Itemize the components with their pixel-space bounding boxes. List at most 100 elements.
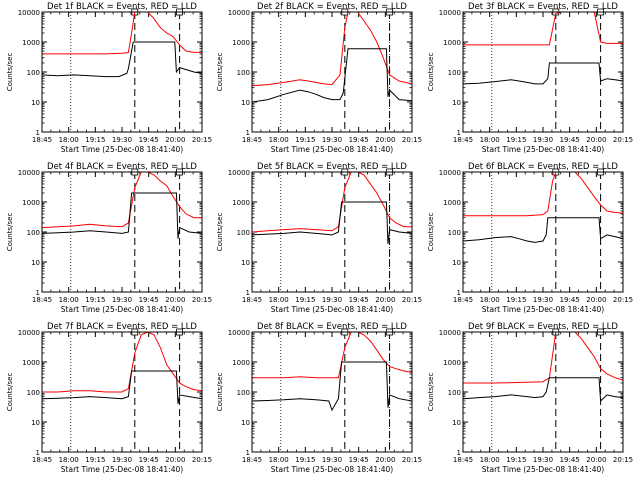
panel-title: Det 1f BLACK = Events, RED = LLD [47,2,197,12]
y-tick-label: 100 [27,69,40,77]
x-tick-label: 19:15 [85,136,105,144]
x-tick-label: 19:45 [139,296,159,304]
panel-title: Det 4f BLACK = Events, RED = LLD [47,162,197,172]
y-tick-label: 10000 [439,9,461,17]
x-tick-label: 19:30 [533,296,553,304]
y-tick-label: 1 [457,129,461,137]
y-tick-label: 1 [457,449,461,457]
x-tick-label: 18:45 [453,456,473,464]
y-tick-label: 1000 [22,359,40,367]
y-tick-label: 10 [241,419,250,427]
x-axis-label: Start Time (25-Dec-08 18:41:40) [61,145,183,154]
x-tick-label: 19:15 [506,456,526,464]
panel-title: Det 2f BLACK = Events, RED = LLD [257,2,407,12]
panel-det-1: Det 1f BLACK = Events, RED = LLD Counts/s… [6,2,212,154]
panel-det-7: Det 7f BLACK = Events, RED = LLD Counts/s… [6,322,212,474]
plot-frame [462,331,624,453]
x-tick-label: 18:00 [269,296,289,304]
y-tick-label: 10000 [18,169,40,177]
x-tick-label: 19:15 [295,456,315,464]
x-tick-label: 18:45 [242,136,262,144]
x-axis-label: Start Time (25-Dec-08 18:41:40) [482,145,604,154]
series-line-lld [42,332,202,393]
x-tick-label: 19:45 [349,296,369,304]
series-line-lld [463,172,623,217]
series-line-lld [252,12,412,87]
x-tick-label: 18:00 [269,136,289,144]
y-tick-label: 1000 [443,199,461,207]
series-line-events [252,201,412,244]
plot-frame [462,11,624,133]
x-tick-label: 19:30 [322,136,342,144]
x-tick-label: 20:15 [192,136,212,144]
y-tick-label: 1 [246,129,250,137]
x-axis-label: Start Time (25-Dec-08 18:41:40) [482,465,604,474]
panel-det-3: Det 3f BLACK = Events, RED = LLD Counts/s… [427,2,633,154]
y-tick-label: 10000 [439,329,461,337]
panel-title: Det 3f BLACK = Events, RED = LLD [468,2,618,12]
x-tick-label: 18:00 [480,456,500,464]
y-axis-label: Counts/sec [6,213,14,252]
x-tick-label: 19:45 [560,296,580,304]
y-tick-label: 1000 [443,359,461,367]
x-tick-label: 18:45 [32,136,52,144]
x-axis-label: Start Time (25-Dec-08 18:41:40) [61,465,183,474]
plot-frame [251,11,413,133]
x-tick-label: 19:45 [560,456,580,464]
y-axis-label: Counts/sec [427,53,435,92]
y-tick-label: 10 [31,99,40,107]
x-tick-label: 20:00 [375,456,395,464]
y-axis-label: Counts/sec [216,53,224,92]
y-axis-label: Counts/sec [6,373,14,412]
series-line-lld [463,12,623,46]
y-tick-label: 100 [237,389,250,397]
panel-title: Det 8f BLACK = Events, RED = LLD [257,322,407,332]
panel-det-2: Det 2f BLACK = Events, RED = LLD Counts/s… [216,2,422,154]
y-tick-label: 1000 [22,199,40,207]
y-tick-label: 1000 [232,199,250,207]
series-line-events [42,370,202,404]
y-tick-label: 10 [452,259,461,267]
series-line-lld [42,172,202,229]
x-tick-label: 18:00 [480,136,500,144]
x-tick-label: 18:45 [32,456,52,464]
x-axis-label: Start Time (25-Dec-08 18:41:40) [61,305,183,314]
x-tick-label: 19:45 [139,136,159,144]
x-tick-label: 18:00 [480,296,500,304]
x-tick-label: 19:30 [112,456,132,464]
x-tick-label: 20:15 [192,456,212,464]
y-tick-label: 1 [246,289,250,297]
y-axis-label: Counts/sec [427,373,435,412]
y-tick-label: 1000 [22,39,40,47]
plot-frame [41,11,203,133]
y-tick-label: 100 [448,229,461,237]
x-tick-label: 20:00 [375,136,395,144]
x-tick-label: 20:00 [165,136,185,144]
y-tick-label: 10000 [228,329,250,337]
plot-frame [41,331,203,453]
series-line-events [252,48,412,103]
y-tick-label: 10000 [18,9,40,17]
series-line-events [42,192,202,239]
x-tick-label: 19:30 [112,136,132,144]
y-tick-label: 10 [31,419,40,427]
y-tick-label: 1000 [232,359,250,367]
y-tick-label: 1 [36,129,40,137]
x-tick-label: 18:45 [453,136,473,144]
x-tick-label: 19:45 [349,136,369,144]
x-tick-label: 20:15 [402,296,422,304]
x-tick-label: 18:45 [242,296,262,304]
plot-frame [251,171,413,293]
panel-title: Det 9f BLACK = Events, RED = LLD [468,322,618,332]
x-tick-label: 19:15 [85,456,105,464]
series-line-lld [463,332,623,384]
x-tick-label: 18:00 [59,136,79,144]
panel-det-8: Det 8f BLACK = Events, RED = LLD Counts/s… [216,322,422,474]
x-tick-label: 18:45 [453,296,473,304]
x-tick-label: 20:00 [586,136,606,144]
series-line-events [42,41,202,78]
x-tick-label: 19:15 [295,296,315,304]
x-axis-label: Start Time (25-Dec-08 18:41:40) [482,305,604,314]
y-tick-label: 100 [237,229,250,237]
